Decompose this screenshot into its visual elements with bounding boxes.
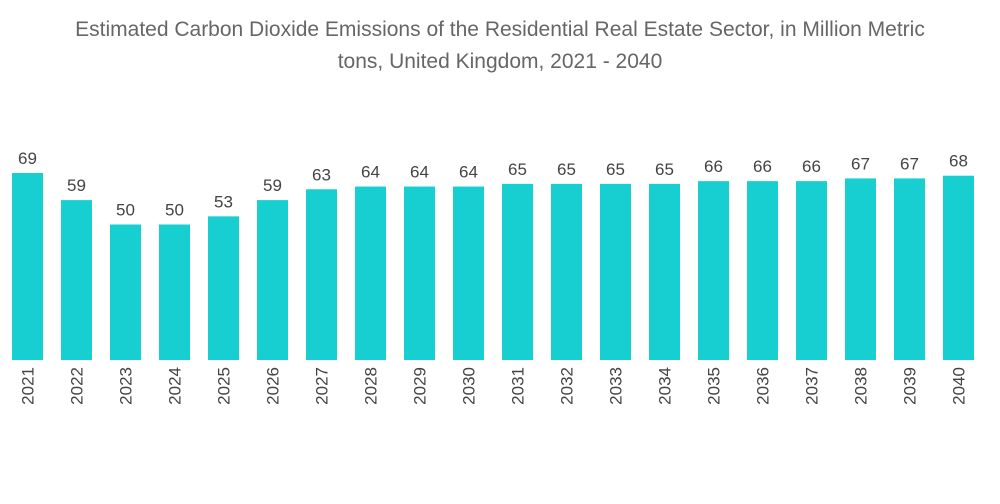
x-tick-label-2029: 2029	[411, 367, 430, 405]
bar-2036	[747, 181, 778, 360]
x-tick-label-2021: 2021	[19, 367, 38, 405]
value-label-2031: 65	[508, 160, 527, 179]
value-label-2023: 50	[116, 200, 135, 219]
value-label-2027: 63	[312, 165, 331, 184]
bar-2028	[355, 186, 386, 360]
bar-2026	[257, 200, 288, 360]
x-tick-label-2023: 2023	[117, 367, 136, 405]
value-label-2021: 69	[18, 149, 37, 168]
value-label-2036: 66	[753, 157, 772, 176]
value-label-2039: 67	[900, 154, 919, 173]
value-label-2028: 64	[361, 163, 380, 182]
x-tick-label-2037: 2037	[803, 367, 822, 405]
value-label-2040: 68	[949, 152, 968, 171]
value-label-2022: 59	[67, 176, 86, 195]
bar-2034	[649, 183, 680, 360]
x-tick-label-2026: 2026	[264, 367, 283, 405]
x-tick-label-2025: 2025	[215, 367, 234, 405]
value-label-2024: 50	[165, 200, 184, 219]
x-tick-label-2032: 2032	[558, 367, 577, 405]
bar-2030	[453, 186, 484, 360]
x-tick-label-2040: 2040	[950, 367, 969, 405]
value-label-2037: 66	[802, 157, 821, 176]
bar-2035	[698, 181, 729, 360]
value-label-2034: 65	[655, 160, 674, 179]
value-label-2029: 64	[410, 163, 429, 182]
bar-2025	[208, 216, 239, 360]
bar-2021	[12, 173, 43, 360]
value-label-2032: 65	[557, 160, 576, 179]
x-tick-label-2033: 2033	[607, 367, 626, 405]
bar-2039	[894, 178, 925, 360]
x-tick-label-2036: 2036	[754, 367, 773, 405]
bar-2037	[796, 181, 827, 360]
x-tick-label-2039: 2039	[901, 367, 920, 405]
bar-2027	[306, 189, 337, 360]
value-label-2035: 66	[704, 157, 723, 176]
chart-title: Estimated Carbon Dioxide Emissions of th…	[0, 14, 1000, 78]
chart-title-line-1: Estimated Carbon Dioxide Emissions of th…	[75, 18, 925, 41]
bar-2038	[845, 178, 876, 360]
chart-title-line-2: tons, United Kingdom, 2021 - 2040	[337, 50, 663, 73]
x-tick-label-2024: 2024	[166, 367, 185, 405]
x-tick-label-2035: 2035	[705, 367, 724, 405]
x-tick-label-2034: 2034	[656, 367, 675, 405]
x-tick-label-2031: 2031	[509, 367, 528, 405]
bar-2040	[943, 175, 974, 360]
x-tick-label-2027: 2027	[313, 367, 332, 405]
bar-2022	[61, 200, 92, 360]
bar-2023	[110, 224, 141, 360]
bar-2032	[551, 183, 582, 360]
x-tick-label-2022: 2022	[68, 367, 87, 405]
value-label-2038: 67	[851, 154, 870, 173]
x-tick-label-2038: 2038	[852, 367, 871, 405]
value-label-2033: 65	[606, 160, 625, 179]
x-tick-label-2028: 2028	[362, 367, 381, 405]
bar-2031	[502, 183, 533, 360]
value-label-2026: 59	[263, 176, 282, 195]
bar-2033	[600, 183, 631, 360]
bar-2029	[404, 186, 435, 360]
value-label-2025: 53	[214, 192, 233, 211]
value-label-2030: 64	[459, 163, 478, 182]
bar-2024	[159, 224, 190, 360]
x-tick-label-2030: 2030	[460, 367, 479, 405]
